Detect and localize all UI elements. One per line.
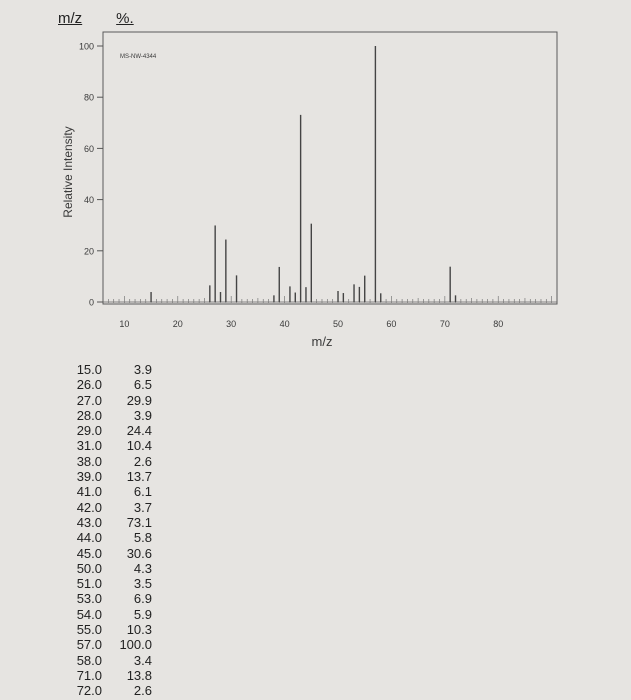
mz-value: 58.0 [76,652,102,668]
table-row: 45.0 30.6 [64,546,152,561]
table-row: 15.0 3.9 [64,362,152,377]
table-row: 39.0 13.7 [64,469,152,484]
x-axis-label: m/z [312,334,333,349]
mz-value: 71.0 [76,667,102,683]
mz-value: 28.0 [76,407,102,423]
mz-value: 31.0 [76,438,102,454]
mz-value: 54.0 [76,606,102,622]
intensity-value: 2.6 [133,683,152,699]
intensity-value: 3.5 [133,576,152,592]
table-row: 41.0 6.1 [64,484,152,499]
y-tick-label: 100 [79,42,94,52]
mz-value: 57.0 [76,637,102,653]
table-row: 29.0 24.4 [64,423,152,438]
mz-value: 44.0 [76,530,102,546]
table-row: 38.0 2.6 [64,454,152,469]
mz-value: 45.0 [76,545,102,561]
mz-value: 41.0 [76,484,102,500]
table-row: 44.0 5.8 [64,530,152,545]
y-tick-label: 20 [84,246,94,256]
y-tick-label: 40 [84,195,94,205]
table-row: 55.0 10.3 [64,622,152,637]
intensity-value: 30.6 [126,545,152,561]
table-row: 26.0 6.5 [64,377,152,392]
x-tick-label: 60 [386,319,396,329]
intensity-value: 2.6 [133,453,152,469]
mz-value: 43.0 [76,514,102,530]
intensity-value: 5.9 [133,606,152,622]
table-row: 57.0 100.0 [64,637,152,652]
y-tick-label: 60 [84,144,94,154]
plot-frame [102,31,558,305]
mz-value: 26.0 [76,377,102,393]
x-tick-label: 50 [333,319,343,329]
percent-column-header: %. [116,10,134,27]
x-tick-label: 70 [440,319,450,329]
table-row: 42.0 3.7 [64,500,152,515]
intensity-value: 10.4 [126,438,152,454]
intensity-value: 3.9 [133,407,152,423]
table-row: 72.0 2.6 [64,683,152,698]
mass-spectrum-chart: 0 20 40 60 80 100 10 20 30 40 50 60 70 80 MS-NW-4344… [61,31,558,349]
table-row: 28.0 3.9 [64,408,152,423]
chart-title: MS-NW-4344 [120,54,157,60]
peak-table: 15.0 3.9 26.0 6.5 27.0 29.9 28.0 3.9 29.0 24.4 31.… [64,362,152,699]
intensity-value: 4.3 [133,560,152,576]
table-header: m/z%. [58,10,134,27]
y-tick-label: 0 [89,298,94,308]
intensity-value: 13.7 [126,469,152,485]
x-tick-label: 40 [280,319,290,329]
intensity-value: 6.1 [133,484,152,500]
intensity-value: 6.5 [133,377,152,393]
mz-value: 15.0 [76,362,102,377]
mz-value: 39.0 [76,469,102,485]
intensity-value: 29.9 [126,392,152,408]
x-axis: 10 20 30 40 50 60 70 80 [103,296,557,329]
table-row: 43.0 73.1 [64,515,152,530]
x-tick-label: 30 [226,319,236,329]
table-row: 51.0 3.5 [64,576,152,591]
intensity-value: 100.0 [119,637,152,653]
intensity-value: 3.7 [133,499,152,515]
table-row: 54.0 5.9 [64,607,152,622]
y-axis-label: Relative Intensity [61,126,75,217]
table-row: 50.0 4.3 [64,561,152,576]
mz-column-header: m/z [58,10,83,27]
intensity-value: 3.9 [133,362,152,377]
x-tick-label: 10 [119,319,129,329]
mz-value: 51.0 [76,576,102,592]
intensity-value: 10.3 [126,622,152,638]
mz-value: 27.0 [76,392,102,408]
mz-value: 72.0 [76,683,102,699]
intensity-value: 73.1 [126,514,152,530]
mz-value: 50.0 [76,560,102,576]
intensity-value: 24.4 [126,423,152,439]
table-row: 27.0 29.9 [64,393,152,408]
x-tick-label: 20 [173,319,183,329]
mz-value: 53.0 [76,591,102,607]
table-row: 71.0 13.8 [64,668,152,683]
table-row: 58.0 3.4 [64,653,152,668]
intensity-value: 13.8 [126,667,152,683]
spectrum-peaks [150,46,457,302]
y-tick-label: 80 [84,93,94,103]
table-row: 31.0 10.4 [64,438,152,453]
mz-value: 38.0 [76,453,102,469]
mz-value: 29.0 [76,423,102,439]
x-tick-label: 80 [493,319,503,329]
intensity-value: 6.9 [133,591,152,607]
y-axis: 0 20 40 60 80 100 [79,42,103,308]
intensity-value: 5.8 [133,530,152,546]
intensity-value: 3.4 [133,652,152,668]
mz-value: 55.0 [76,622,102,638]
table-row: 53.0 6.9 [64,591,152,606]
mz-value: 42.0 [76,499,102,515]
